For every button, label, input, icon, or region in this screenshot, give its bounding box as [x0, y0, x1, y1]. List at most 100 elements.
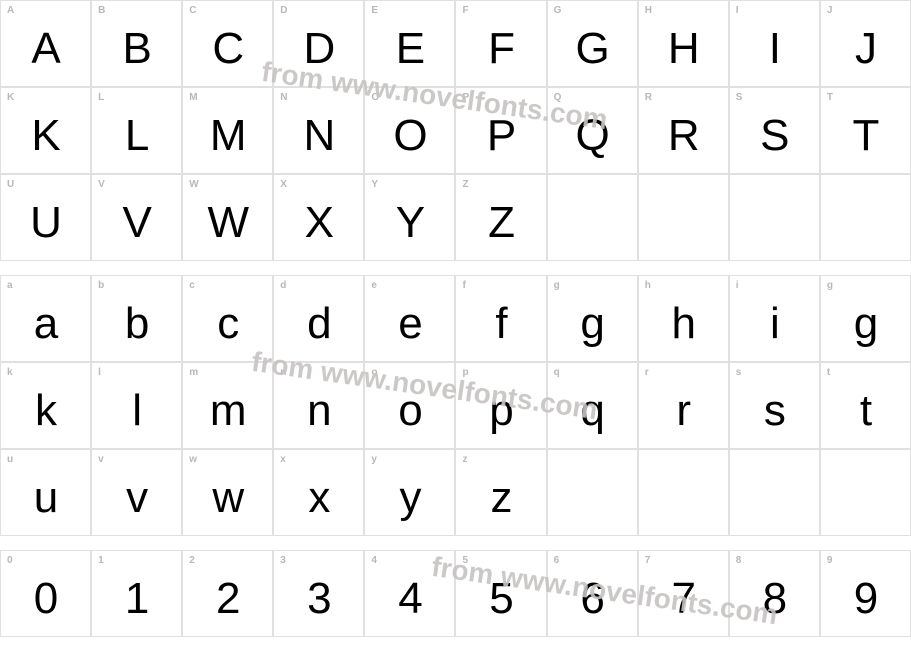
glyph-cell: mm	[182, 362, 273, 449]
cell-glyph: F	[488, 24, 514, 74]
glyph-cell: AA	[0, 0, 91, 87]
glyph-cell: 88	[729, 550, 820, 637]
glyph-cell: ZZ	[455, 174, 546, 261]
cell-label: 3	[280, 555, 286, 566]
cell-glyph: B	[122, 24, 150, 74]
glyph-cell: BB	[91, 0, 182, 87]
glyph-cell: dd	[273, 275, 364, 362]
cell-label: X	[280, 179, 287, 190]
glyph-cell: YY	[364, 174, 455, 261]
cell-glyph: X	[305, 198, 333, 248]
cell-glyph: 3	[307, 574, 330, 624]
glyph-cell: vv	[91, 449, 182, 536]
cell-glyph: L	[125, 111, 148, 161]
section-gap	[0, 536, 911, 550]
cell-glyph: O	[393, 111, 426, 161]
cell-label: y	[371, 454, 377, 465]
cell-glyph: 7	[671, 574, 694, 624]
glyph-cell: ee	[364, 275, 455, 362]
glyph-cell: tt	[820, 362, 911, 449]
cell-glyph: c	[217, 299, 238, 349]
glyph-cell: FF	[455, 0, 546, 87]
cell-glyph: J	[855, 24, 876, 74]
cell-label: H	[645, 5, 653, 16]
cell-label: x	[280, 454, 286, 465]
cell-label: i	[736, 280, 739, 291]
cell-glyph: z	[491, 473, 512, 523]
cell-glyph: U	[30, 198, 61, 248]
cell-glyph: 1	[125, 574, 148, 624]
glyph-cell: oo	[364, 362, 455, 449]
cell-label: n	[280, 367, 287, 378]
cell-label: 5	[462, 555, 468, 566]
glyph-cell: QQ	[547, 87, 638, 174]
glyph-cell	[547, 174, 638, 261]
cell-label: p	[462, 367, 469, 378]
cell-glyph: Y	[396, 198, 424, 248]
cell-label: v	[98, 454, 104, 465]
glyph-cell: zz	[455, 449, 546, 536]
cell-glyph: r	[676, 386, 690, 436]
glyph-cell: XX	[273, 174, 364, 261]
cell-glyph: 4	[398, 574, 421, 624]
cell-label: l	[98, 367, 101, 378]
glyph-cell: xx	[273, 449, 364, 536]
glyph-cell: ii	[729, 275, 820, 362]
cell-glyph: a	[34, 299, 57, 349]
cell-label: C	[189, 5, 197, 16]
glyph-cell: GG	[547, 0, 638, 87]
cell-glyph: l	[132, 386, 141, 436]
glyph-cell: yy	[364, 449, 455, 536]
cell-glyph: m	[210, 386, 246, 436]
cell-label: u	[7, 454, 14, 465]
glyph-cell: 11	[91, 550, 182, 637]
glyph-cell: SS	[729, 87, 820, 174]
cell-glyph: S	[760, 111, 788, 161]
cell-label: g	[827, 280, 834, 291]
glyph-cell: II	[729, 0, 820, 87]
cell-glyph: 6	[580, 574, 603, 624]
section-uppercase: AABBCCDDEEFFGGHHIIJJKKLLMMNNOOPPQQRRSSTT…	[0, 0, 911, 261]
cell-label: 8	[736, 555, 742, 566]
cell-glyph: W	[207, 198, 248, 248]
cell-glyph: 8	[763, 574, 786, 624]
glyph-cell: rr	[638, 362, 729, 449]
glyph-cell: 55	[455, 550, 546, 637]
cell-label: q	[554, 367, 561, 378]
cell-label: O	[371, 92, 379, 103]
cell-glyph: G	[576, 24, 609, 74]
cell-label: P	[462, 92, 469, 103]
glyph-cell	[729, 174, 820, 261]
cell-glyph: e	[398, 299, 421, 349]
glyph-cell: kk	[0, 362, 91, 449]
cell-glyph: f	[495, 299, 506, 349]
cell-glyph: R	[668, 111, 699, 161]
cell-label: o	[371, 367, 378, 378]
cell-label: w	[189, 454, 197, 465]
glyph-chart: AABBCCDDEEFFGGHHIIJJKKLLMMNNOOPPQQRRSSTT…	[0, 0, 911, 637]
cell-label: B	[98, 5, 106, 16]
glyph-cell: 77	[638, 550, 729, 637]
cell-label: t	[827, 367, 831, 378]
cell-glyph: Z	[488, 198, 514, 248]
glyph-cell: ww	[182, 449, 273, 536]
cell-glyph: i	[770, 299, 779, 349]
glyph-cell: qq	[547, 362, 638, 449]
cell-label: L	[98, 92, 105, 103]
cell-label: e	[371, 280, 377, 291]
cell-label: J	[827, 5, 833, 16]
cell-label: 7	[645, 555, 651, 566]
cell-label: K	[7, 92, 15, 103]
glyph-cell: ff	[455, 275, 546, 362]
cell-label: h	[645, 280, 652, 291]
glyph-cell: 00	[0, 550, 91, 637]
glyph-cell: ss	[729, 362, 820, 449]
glyph-cell: aa	[0, 275, 91, 362]
glyph-cell: cc	[182, 275, 273, 362]
glyph-cell: EE	[364, 0, 455, 87]
cell-label: N	[280, 92, 288, 103]
cell-glyph: K	[31, 111, 59, 161]
cell-glyph: o	[398, 386, 421, 436]
cell-glyph: n	[307, 386, 330, 436]
cell-label: E	[371, 5, 378, 16]
